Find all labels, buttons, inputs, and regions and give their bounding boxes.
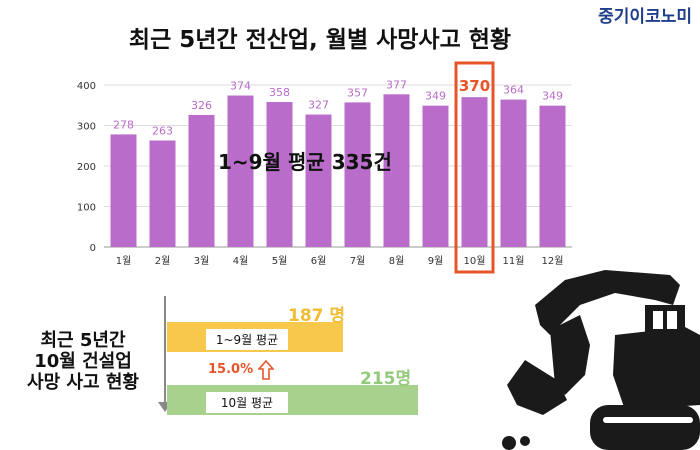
- bar-value-label: 377: [386, 78, 407, 91]
- x-tick-label: 7월: [350, 255, 366, 267]
- comparison-bar-value: 187 명: [288, 306, 346, 326]
- bar: [539, 105, 566, 247]
- bar-value-label: 349: [542, 90, 563, 103]
- bar: [266, 102, 293, 247]
- down-arrow-icon: [158, 402, 172, 412]
- comparison-bar-label: 10월 평균: [206, 392, 288, 413]
- bar-value-label: 327: [308, 99, 329, 112]
- bar: [422, 105, 449, 247]
- comparison-title-line: 사망 사고 현황: [27, 372, 139, 393]
- bar-value-label: 357: [347, 86, 368, 99]
- x-tick-label: 10월: [464, 255, 486, 267]
- x-tick-label: 2월: [155, 255, 171, 267]
- y-tick-label: 200: [77, 162, 96, 173]
- x-tick-label: 12월: [542, 255, 564, 267]
- bar-value-label: 278: [113, 118, 134, 131]
- bar: [305, 114, 332, 247]
- bar: [383, 94, 410, 247]
- bar: [149, 140, 176, 247]
- x-tick-label: 9월: [428, 255, 444, 267]
- x-tick-label: 4월: [233, 255, 249, 267]
- average-annotation: 1~9월 평균 335건: [218, 150, 392, 174]
- monthly-bar-chart: 0 100 200 300 400 278 1월 263 2월 326 3월 374 4월 358 5월 32…: [77, 61, 572, 274]
- x-tick-label: 6월: [311, 255, 327, 267]
- chart-title: 최근 5년간 전산업, 월별 사망사고 현황: [128, 27, 512, 53]
- x-tick-label: 8월: [389, 255, 405, 267]
- bar-value-label: 326: [191, 99, 212, 112]
- x-tick-label: 11월: [503, 255, 525, 267]
- x-tick-label: 1월: [116, 255, 132, 267]
- comparison-title: 최근 5년간 10월 건설업 사망 사고 현황: [8, 330, 158, 393]
- comparison-bar-value: 215명: [360, 369, 412, 389]
- bar: [110, 134, 137, 247]
- brand-logo: 중기이코노미: [598, 7, 692, 27]
- y-tick-label: 400: [77, 81, 96, 92]
- up-arrow-icon: [258, 360, 274, 380]
- y-tick-label: 0: [90, 243, 96, 254]
- excavator-silhouette-icon: [502, 270, 700, 450]
- bar-value-label: 374: [230, 80, 251, 93]
- increase-percent: 15.0%: [208, 362, 254, 377]
- bar: [188, 114, 215, 247]
- bar: [461, 97, 488, 248]
- comparison-bar-october-average: [167, 385, 418, 415]
- y-tick-label: 100: [77, 203, 96, 214]
- comparison-bar-label: 1~9월 평균: [206, 329, 288, 350]
- comparison-title-line: 최근 5년간: [40, 330, 126, 351]
- bar-value-label: 349: [425, 90, 446, 103]
- bar: [500, 99, 527, 247]
- bar-value-label: 364: [503, 84, 524, 97]
- x-tick-label: 3월: [194, 255, 210, 267]
- y-tick-label: 300: [77, 122, 96, 133]
- comparison-axis: [164, 296, 166, 406]
- bar-value-label: 263: [152, 124, 173, 137]
- bar: [344, 102, 371, 247]
- highlight-box: [454, 61, 495, 274]
- bar: [227, 95, 254, 247]
- bar-value-label: 358: [269, 86, 290, 99]
- x-tick-label: 5월: [272, 255, 288, 267]
- bar-value-label: 370: [459, 77, 490, 95]
- comparison-title-line: 10월 건설업: [34, 351, 132, 372]
